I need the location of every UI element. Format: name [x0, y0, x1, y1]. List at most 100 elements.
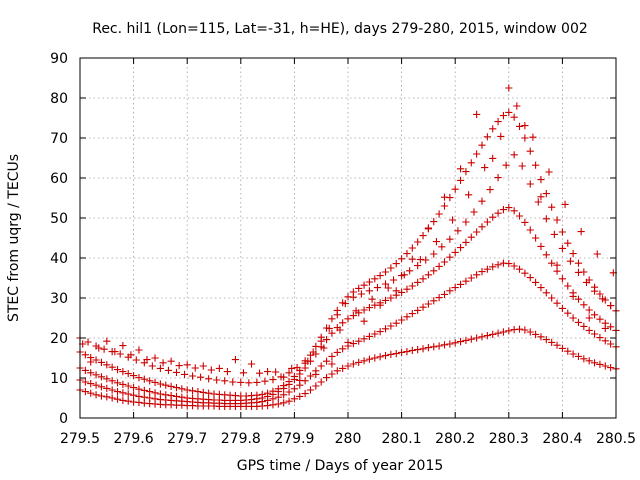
data-point: [414, 306, 422, 314]
data-point: [274, 400, 282, 408]
data-point: [607, 323, 615, 331]
data-point: [467, 233, 475, 241]
data-point: [392, 260, 400, 268]
data-point: [97, 373, 106, 381]
y-tick-labels: 0 10 20 30 40 50 60 70 80 90: [50, 51, 68, 427]
data-point: [124, 382, 132, 390]
data-point: [521, 218, 529, 226]
data-point: [306, 386, 315, 394]
data-point: [371, 330, 379, 338]
data-point: [561, 200, 569, 208]
data-point: [473, 110, 481, 118]
data-point: [87, 389, 95, 397]
data-point: [293, 364, 301, 372]
data-point: [167, 392, 175, 400]
data-point: [601, 362, 609, 370]
data-point: [119, 368, 127, 376]
data-point: [438, 243, 446, 251]
data-point: [403, 285, 411, 293]
data-point: [542, 289, 550, 297]
data-point: [365, 287, 374, 295]
data-point: [349, 360, 357, 368]
data-point: [607, 340, 615, 348]
data-point: [545, 168, 553, 176]
data-point: [564, 347, 572, 355]
data-point: [585, 314, 593, 322]
data-point: [414, 238, 422, 246]
data-point: [569, 314, 577, 322]
data-point: [513, 102, 521, 110]
data-point: [499, 206, 508, 214]
data-point: [360, 335, 368, 343]
data-point: [446, 340, 454, 348]
data-point: [183, 386, 191, 394]
data-point: [596, 334, 604, 342]
data-point: [505, 84, 513, 92]
data-point: [167, 357, 175, 365]
x-tick-label: 280: [335, 431, 362, 447]
data-point: [81, 366, 89, 374]
data-point: [392, 350, 400, 358]
data-point: [213, 376, 221, 384]
data-point: [440, 193, 449, 201]
data-point: [381, 268, 390, 276]
data-point: [607, 364, 615, 372]
data-point: [140, 393, 148, 401]
data-point: [430, 343, 438, 351]
data-point: [483, 332, 491, 340]
data-point: [199, 362, 207, 370]
x-tick-label: 280.1: [382, 431, 422, 447]
data-point: [376, 301, 384, 309]
data-point: [108, 386, 116, 394]
data-point: [328, 360, 336, 368]
data-point: [84, 338, 92, 346]
data-point: [175, 362, 183, 370]
data-point: [156, 380, 164, 388]
data-point: [494, 261, 502, 269]
data-point: [205, 389, 213, 397]
data-point: [569, 350, 577, 358]
data-point: [408, 282, 416, 290]
data-point: [264, 389, 272, 397]
data-point: [280, 373, 288, 381]
data-point: [489, 213, 497, 221]
data-point: [534, 198, 542, 206]
data-point: [339, 319, 347, 327]
data-point: [403, 250, 411, 258]
data-point: [580, 322, 588, 330]
data-point: [100, 345, 108, 353]
data-point: [320, 344, 328, 352]
data-point: [590, 311, 599, 319]
y-tick-label: 90: [50, 51, 68, 67]
data-point: [333, 348, 341, 356]
data-point: [381, 280, 390, 288]
data-point: [223, 368, 231, 376]
data-point: [569, 250, 577, 258]
data-point: [456, 165, 465, 173]
data-point: [81, 351, 89, 359]
data-point: [448, 216, 457, 224]
data-point: [521, 326, 529, 334]
data-point: [526, 180, 534, 188]
data-point: [113, 379, 122, 387]
data-point: [146, 394, 154, 402]
data-point: [207, 366, 215, 374]
data-point: [304, 357, 312, 365]
data-point: [205, 375, 213, 383]
data-point: [360, 317, 368, 325]
data-point: [564, 309, 572, 317]
data-point: [392, 319, 400, 327]
data-point: [113, 366, 122, 374]
data-point: [312, 382, 320, 390]
data-point: [103, 337, 111, 345]
data-point: [322, 357, 331, 365]
data-point: [400, 271, 408, 279]
data-point: [564, 239, 572, 247]
data-point: [537, 333, 545, 341]
data-point: [365, 304, 374, 312]
data-point: [424, 271, 432, 279]
data-point: [599, 295, 607, 303]
data-point: [389, 276, 398, 284]
data-point: [124, 397, 132, 405]
